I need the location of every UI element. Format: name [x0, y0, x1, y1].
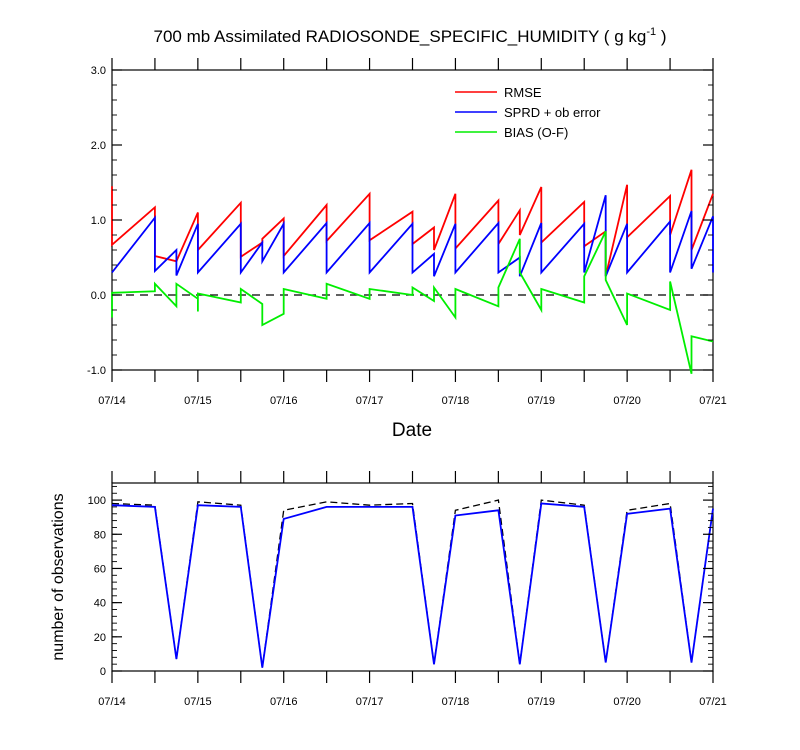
top-xtick-label: 07/21: [699, 395, 727, 407]
top-xtick-label: 07/17: [356, 395, 384, 407]
legend-label-bias: BIAS (O-F): [504, 125, 568, 140]
top-xtick-label: 07/16: [270, 395, 298, 407]
top-ytick-label: 0.0: [91, 290, 106, 302]
top-ytick-label: 3.0: [91, 65, 106, 77]
bottom-xtick-label: 07/19: [528, 696, 556, 708]
y-axis-label-observations: number of observations: [50, 493, 67, 660]
bottom-xtick-label: 07/17: [356, 696, 384, 708]
legend-label-rmse: RMSE: [504, 85, 542, 100]
bottom-xtick-label: 07/18: [442, 696, 470, 708]
bottom-axes-layer: 0 20 40 60 80 100 07/14 07/15 07/16 07/17 07/18 07/…: [88, 471, 727, 708]
bottom-ytick-label: 80: [94, 529, 106, 541]
bottom-xtick-label: 07/14: [98, 696, 126, 708]
chart-title: 700 mb Assimilated RADIOSONDE_SPECIFIC_H…: [154, 26, 667, 46]
legend: RMSE SPRD + ob error BIAS (O-F): [455, 85, 601, 140]
top-xtick-label: 07/18: [442, 395, 470, 407]
top-xtick-label: 07/19: [528, 395, 556, 407]
bottom-series-0: [111, 499, 714, 668]
bottom-ytick-label: 20: [94, 632, 106, 644]
top-ytick-label: -1.0: [87, 365, 106, 377]
top-series-layer: [111, 169, 714, 375]
bottom-ytick-label: 40: [94, 598, 106, 610]
top-xtick-label: 07/14: [98, 395, 126, 407]
top-ytick-label: 2.0: [91, 140, 106, 152]
top-xtick-label: 07/20: [613, 395, 641, 407]
x-axis-label: Date: [392, 420, 432, 441]
bottom-xtick-label: 07/20: [613, 696, 641, 708]
bottom-ytick-label: 60: [94, 563, 106, 575]
bottom-series-1: [111, 502, 714, 668]
top-ytick-label: 1.0: [91, 215, 106, 227]
bottom-plot: 0 20 40 60 80 100 07/14 07/15 07/16 07/17 07/18 07/…: [50, 471, 727, 708]
top-axes-layer: -1.0 0.0 1.0 2.0 3.0 07/14 07/15 07/16 07/17 07/1…: [87, 58, 727, 407]
bottom-xtick-label: 07/15: [184, 696, 212, 708]
top-series-2: [111, 230, 714, 375]
top-xtick-label: 07/15: [184, 395, 212, 407]
bottom-series-layer: [111, 499, 714, 668]
legend-label-sprd: SPRD + ob error: [504, 105, 601, 120]
bottom-ytick-label: 0: [100, 666, 106, 678]
bottom-xtick-label: 07/16: [270, 696, 298, 708]
top-series-0: [111, 169, 714, 277]
top-plot: -1.0 0.0 1.0 2.0 3.0 07/14 07/15 07/16 07/17 07/1…: [87, 58, 727, 407]
bottom-xtick-label: 07/21: [699, 696, 727, 708]
top-series-1: [111, 195, 714, 277]
bottom-ytick-label: 100: [88, 495, 106, 507]
